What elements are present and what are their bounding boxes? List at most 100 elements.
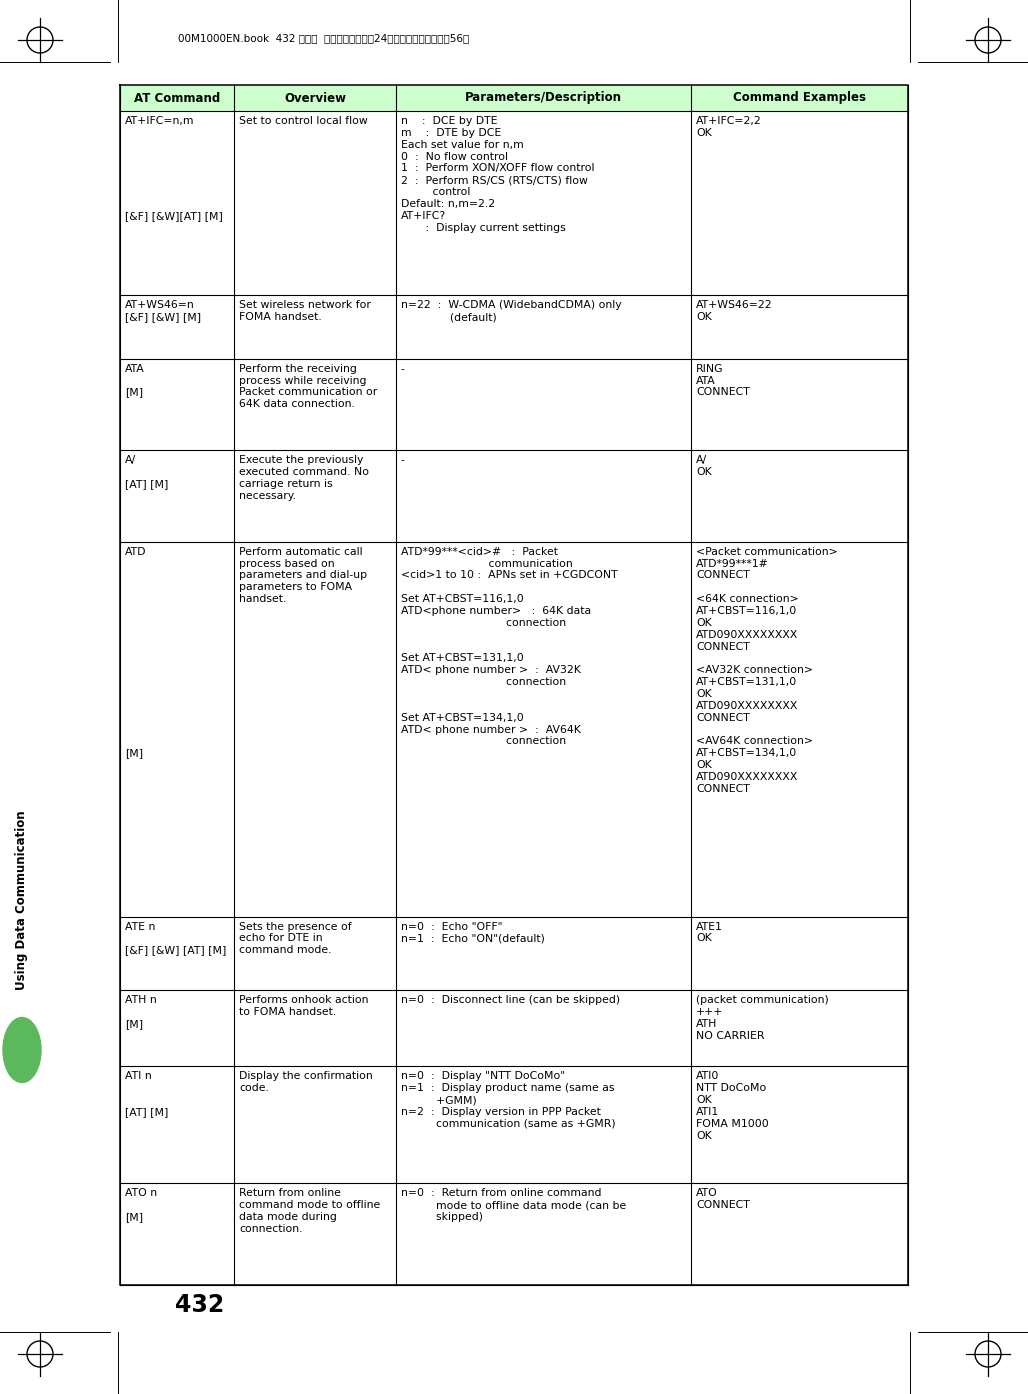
Bar xyxy=(120,990,908,1066)
Text: executed command. No: executed command. No xyxy=(240,467,369,477)
Text: ATD090XXXXXXXX: ATD090XXXXXXXX xyxy=(696,701,799,711)
Text: 432: 432 xyxy=(175,1294,224,1317)
Ellipse shape xyxy=(3,1018,41,1083)
Text: ATD< phone number >  :  AV32K: ATD< phone number > : AV32K xyxy=(401,665,581,675)
Text: +GMM): +GMM) xyxy=(401,1096,477,1105)
Text: Overview: Overview xyxy=(284,92,346,105)
Text: [M]: [M] xyxy=(125,749,143,758)
Text: [M]: [M] xyxy=(125,388,143,397)
Text: [M]: [M] xyxy=(125,1211,143,1223)
Text: connection: connection xyxy=(401,618,566,627)
Text: Using Data Communication: Using Data Communication xyxy=(15,810,29,990)
Text: communication (same as +GMR): communication (same as +GMR) xyxy=(401,1119,616,1129)
Bar xyxy=(120,112,908,296)
Text: ATI1: ATI1 xyxy=(696,1107,720,1117)
Text: carriage return is: carriage return is xyxy=(240,480,333,489)
Text: to FOMA handset.: to FOMA handset. xyxy=(240,1006,336,1018)
Text: AT+IFC?: AT+IFC? xyxy=(401,210,446,220)
Text: n=0  :  Display "NTT DoCoMo": n=0 : Display "NTT DoCoMo" xyxy=(401,1072,565,1082)
Text: [&F] [&W] [M]: [&F] [&W] [M] xyxy=(125,312,201,322)
Text: OK: OK xyxy=(696,618,712,627)
Bar xyxy=(120,1184,908,1285)
Text: n=1  :  Display product name (same as: n=1 : Display product name (same as xyxy=(401,1083,615,1093)
Text: AT+WS46=n: AT+WS46=n xyxy=(125,300,194,311)
Text: Parameters/Description: Parameters/Description xyxy=(465,92,622,105)
Text: Set AT+CBST=134,1,0: Set AT+CBST=134,1,0 xyxy=(401,712,523,722)
Text: AT+IFC=2,2: AT+IFC=2,2 xyxy=(696,116,762,125)
Text: ATE n: ATE n xyxy=(125,921,155,931)
Text: OK: OK xyxy=(696,934,712,944)
Text: connection.: connection. xyxy=(240,1224,303,1234)
Text: Set wireless network for: Set wireless network for xyxy=(240,300,371,311)
Text: skipped): skipped) xyxy=(401,1211,483,1223)
Text: ATI n: ATI n xyxy=(125,1072,152,1082)
Text: echo for DTE in: echo for DTE in xyxy=(240,934,323,944)
Text: (default): (default) xyxy=(401,312,497,322)
Bar xyxy=(120,542,908,916)
Text: AT+CBST=116,1,0: AT+CBST=116,1,0 xyxy=(696,606,798,616)
Text: FOMA M1000: FOMA M1000 xyxy=(696,1119,769,1129)
Text: 00M1000EN.book  432 ページ  ２００４年１１月24日　水曜日　午前７時56分: 00M1000EN.book 432 ページ ２００４年１１月24日 水曜日 午… xyxy=(178,33,469,43)
Text: mode to offline data mode (can be: mode to offline data mode (can be xyxy=(401,1200,626,1210)
Text: +++: +++ xyxy=(696,1006,724,1018)
Text: handset.: handset. xyxy=(240,594,287,604)
Text: process based on: process based on xyxy=(240,559,335,569)
Bar xyxy=(120,296,908,358)
Text: NTT DoCoMo: NTT DoCoMo xyxy=(696,1083,767,1093)
Text: ATI0: ATI0 xyxy=(696,1072,720,1082)
Text: OK: OK xyxy=(696,1131,712,1140)
Text: AT+IFC=n,m: AT+IFC=n,m xyxy=(125,116,194,125)
Text: Perform automatic call: Perform automatic call xyxy=(240,546,363,556)
Text: AT+CBST=131,1,0: AT+CBST=131,1,0 xyxy=(696,677,798,687)
Bar xyxy=(120,358,908,450)
Text: [&F] [&W][AT] [M]: [&F] [&W][AT] [M] xyxy=(125,210,223,220)
Text: ATA: ATA xyxy=(696,375,717,386)
Text: <64K connection>: <64K connection> xyxy=(696,594,799,604)
Bar xyxy=(120,85,908,112)
Text: Perform the receiving: Perform the receiving xyxy=(240,364,357,374)
Text: CONNECT: CONNECT xyxy=(696,641,750,651)
Text: -: - xyxy=(401,364,405,374)
Text: 2  :  Perform RS/CS (RTS/CTS) flow: 2 : Perform RS/CS (RTS/CTS) flow xyxy=(401,176,588,185)
Text: AT Command: AT Command xyxy=(134,92,220,105)
Text: connection: connection xyxy=(401,736,566,746)
Text: ATD< phone number >  :  AV64K: ATD< phone number > : AV64K xyxy=(401,725,581,735)
Text: ATD*99***1#: ATD*99***1# xyxy=(696,559,769,569)
Text: Command Examples: Command Examples xyxy=(733,92,867,105)
Text: connection: connection xyxy=(401,677,566,687)
Text: ATH n: ATH n xyxy=(125,995,156,1005)
Text: n=0  :  Return from online command: n=0 : Return from online command xyxy=(401,1188,601,1199)
Text: CONNECT: CONNECT xyxy=(696,570,750,580)
Text: n=2  :  Display version in PPP Packet: n=2 : Display version in PPP Packet xyxy=(401,1107,600,1117)
Text: ATD090XXXXXXXX: ATD090XXXXXXXX xyxy=(696,630,799,640)
Text: ATD: ATD xyxy=(125,546,147,556)
Text: <cid>1 to 10 :  APNs set in +CGDCONT: <cid>1 to 10 : APNs set in +CGDCONT xyxy=(401,570,618,580)
Text: NO CARRIER: NO CARRIER xyxy=(696,1030,765,1041)
Text: [M]: [M] xyxy=(125,1019,143,1029)
Text: Display the confirmation: Display the confirmation xyxy=(240,1072,373,1082)
Text: process while receiving: process while receiving xyxy=(240,375,367,386)
Text: Set to control local flow: Set to control local flow xyxy=(240,116,368,125)
Text: OK: OK xyxy=(696,760,712,769)
Text: parameters to FOMA: parameters to FOMA xyxy=(240,583,353,592)
Text: OK: OK xyxy=(696,1096,712,1105)
Text: 1  :  Perform XON/XOFF flow control: 1 : Perform XON/XOFF flow control xyxy=(401,163,594,173)
Text: code.: code. xyxy=(240,1083,269,1093)
Text: Packet communication or: Packet communication or xyxy=(240,388,377,397)
Text: OK: OK xyxy=(696,128,712,138)
Text: ATH: ATH xyxy=(696,1019,718,1029)
Text: 0  :  No flow control: 0 : No flow control xyxy=(401,152,508,162)
Text: OK: OK xyxy=(696,312,712,322)
Text: parameters and dial-up: parameters and dial-up xyxy=(240,570,367,580)
Text: Default: n,m=2.2: Default: n,m=2.2 xyxy=(401,199,494,209)
Text: ATD<phone number>   :  64K data: ATD<phone number> : 64K data xyxy=(401,606,591,616)
Text: n=0  :  Disconnect line (can be skipped): n=0 : Disconnect line (can be skipped) xyxy=(401,995,620,1005)
Text: ATO n: ATO n xyxy=(125,1188,157,1199)
Text: ATE1: ATE1 xyxy=(696,921,723,931)
Text: [AT] [M]: [AT] [M] xyxy=(125,1107,169,1117)
Bar xyxy=(120,916,908,990)
Text: -: - xyxy=(401,456,405,466)
Text: Set AT+CBST=131,1,0: Set AT+CBST=131,1,0 xyxy=(401,654,523,664)
Text: command mode.: command mode. xyxy=(240,945,332,955)
Text: command mode to offline: command mode to offline xyxy=(240,1200,380,1210)
